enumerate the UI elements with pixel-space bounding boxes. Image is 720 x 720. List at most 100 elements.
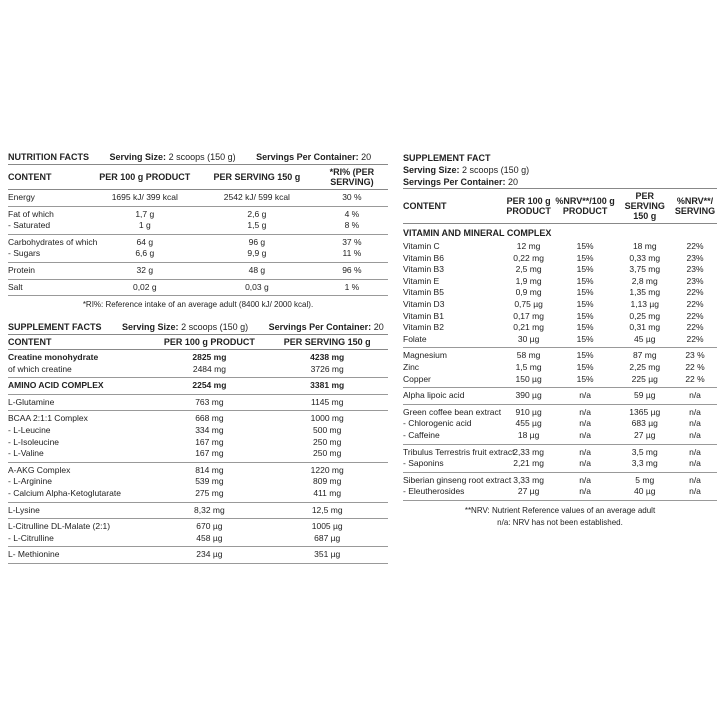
empty-cell bbox=[617, 224, 674, 240]
nutrient-name: L-Glutamine bbox=[8, 394, 153, 412]
table-header-row: CONTENT PER 100 g PRODUCT PER SERVING 150 … bbox=[8, 164, 388, 190]
nutrient-name: Vitamin E bbox=[403, 275, 440, 286]
table-row: AMINO ACID COMPLEX 2254 mg 3381 mg bbox=[8, 377, 388, 395]
column-header: CONTENT bbox=[403, 188, 504, 224]
nutrient-value: 2,25 mg bbox=[629, 361, 661, 372]
nutrient-value: n/a bbox=[553, 429, 617, 445]
column-header: %NRV**/ SERVING bbox=[673, 188, 717, 224]
nutrient-value: 2825 mg bbox=[192, 352, 227, 362]
column-header: PER SERVING 150 g bbox=[616, 188, 674, 224]
table-row: - L-Isoleucine 167 mg 250 mg bbox=[8, 437, 388, 449]
nutrient-value: 1,5 g bbox=[197, 220, 316, 235]
nutrient-value: 3,33 mg bbox=[513, 474, 544, 485]
servings-label: Servings Per Container: bbox=[268, 322, 372, 332]
nutrient-name: Alpha lipoic acid bbox=[403, 387, 504, 405]
nutrient-name: AMINO ACID COMPLEX bbox=[8, 377, 153, 395]
table-row: - Saponins 2,21 mg n/a 3,3 mg n/a bbox=[403, 458, 717, 473]
nutrient-value: 9,9 g bbox=[197, 248, 316, 263]
nutrient-value: 0,25 mg bbox=[629, 310, 661, 321]
nutrient-value: 687 µg bbox=[266, 532, 388, 548]
table-row: Magnesium 58 mg 15% 87 mg 23 % bbox=[403, 348, 717, 362]
supplement-facts-title-line: SUPPLEMENT FACTS Serving Size: 2 scoops … bbox=[8, 321, 388, 334]
nutrient-name: BCAA 2:1:1 Complex bbox=[8, 413, 88, 424]
nutrient-name: of which creatine bbox=[8, 363, 153, 379]
nutrient-name: A-AKG Complex bbox=[8, 464, 71, 475]
nutrient-name: - L-Leucine bbox=[8, 424, 51, 435]
nutrient-value: n/a bbox=[673, 458, 717, 473]
nutrient-value: 48 g bbox=[197, 262, 316, 280]
nutrient-name: - L-Arginine bbox=[8, 476, 52, 487]
servings-label: Servings Per Container: bbox=[256, 152, 359, 162]
nutrient-value: 4 % bbox=[344, 208, 360, 219]
nutrient-name: L-Citrulline DL-Malate (2:1) bbox=[8, 521, 111, 532]
nutrient-value: 2,6 g bbox=[247, 208, 267, 219]
nutrient-name: Copper bbox=[403, 373, 504, 389]
nutrient-value: 1,7 g bbox=[135, 208, 155, 219]
nutrient-name: Vitamin D3 bbox=[403, 298, 445, 309]
nutrient-value: n/a bbox=[673, 387, 717, 405]
nutrient-value: 58 mg bbox=[516, 350, 541, 361]
nutrient-value: n/a bbox=[689, 406, 701, 417]
table-row: Green coffee bean extract 910 µg n/a 1365 µ… bbox=[403, 404, 717, 418]
nutrient-name: Siberian ginseng root extract bbox=[403, 474, 512, 485]
group-heading: VITAMIN AND MINERAL COMPLEX bbox=[403, 228, 552, 238]
nutrient-name: - L-Citrulline bbox=[8, 532, 153, 548]
nutrient-value: 37 % bbox=[342, 236, 362, 247]
column-header: PER 100 g PRODUCT bbox=[91, 164, 198, 190]
nutrient-value: n/a bbox=[673, 429, 717, 445]
nutrient-value: 0,33 mg bbox=[629, 252, 661, 263]
nutrition-facts-panel: NUTRITION FACTS Serving Size: 2 scoops (… bbox=[8, 151, 388, 311]
table-header-row: CONTENT PER 100 g PRODUCT %NRV**/100 g PRO… bbox=[403, 188, 717, 224]
nutrient-value: 1220 mg bbox=[310, 464, 344, 475]
table-row: L-Lysine 8,32 mg 12,5 mg bbox=[8, 502, 388, 520]
nutrient-value: n/a bbox=[553, 486, 617, 501]
nutrient-value: 0,75 µg bbox=[514, 298, 543, 309]
nutrition-table: CONTENT PER 100 g PRODUCT PER SERVING 150 … bbox=[8, 164, 388, 297]
nutrient-value: 1 g bbox=[91, 220, 198, 235]
column-header: PER 100 g PRODUCT bbox=[503, 188, 554, 224]
nutrient-value: 814 mg bbox=[195, 464, 224, 475]
supplement-facts-table: CONTENT PER 100 g PRODUCT PER SERVING 150 … bbox=[8, 334, 388, 564]
nutrient-value: 96 g bbox=[248, 236, 266, 247]
column-header: CONTENT bbox=[8, 164, 92, 190]
nutrient-value: 23% bbox=[686, 252, 704, 263]
nutrient-name: - Sugars bbox=[8, 248, 92, 263]
nutrient-value: 1,13 µg bbox=[630, 298, 660, 309]
table-row: - Calcium Alpha-Ketoglutarate 275 mg 411 m… bbox=[8, 487, 388, 503]
nutrient-value: 15% bbox=[576, 252, 594, 263]
nutrient-name: Carbohydrates of which bbox=[8, 236, 98, 247]
table-row: - L-Valine 167 mg 250 mg bbox=[8, 448, 388, 463]
nutrient-value: n/a bbox=[579, 406, 592, 417]
column-header: PER 100 g PRODUCT bbox=[152, 334, 267, 350]
nutrient-value: 15% bbox=[576, 287, 594, 298]
nutrient-value: 30 µg bbox=[503, 333, 554, 349]
nutrient-value: 670 µg bbox=[196, 521, 223, 532]
nutrient-value: 15% bbox=[576, 264, 594, 275]
table-row: Energy 1695 kJ/ 399 kcal 2542 kJ/ 599 kcal… bbox=[8, 189, 388, 207]
nutrient-value: 1145 mg bbox=[266, 394, 388, 412]
column-header: PER SERVING 150 g bbox=[266, 334, 388, 350]
nutrient-value: 809 mg bbox=[313, 476, 342, 487]
table-row: BCAA 2:1:1 Complex 668 mg 1000 mg bbox=[8, 411, 388, 425]
nutrition-footnote: *RI%: Reference intake of an average adu… bbox=[82, 300, 314, 310]
table-row: Protein 32 g 48 g 96 % bbox=[8, 262, 388, 280]
nutrient-value: 30 % bbox=[315, 189, 388, 207]
nutrient-value: 23% bbox=[686, 275, 704, 286]
nutrient-value: 22% bbox=[686, 298, 704, 309]
nutrient-value: 18 mg bbox=[632, 241, 657, 251]
serving-size-value: 2 scoops (150 g) bbox=[181, 322, 249, 332]
nutrient-value: 2254 mg bbox=[152, 377, 267, 395]
nutrient-value: 167 mg bbox=[152, 448, 267, 463]
nutrient-value: 3381 mg bbox=[266, 377, 388, 395]
servings-value: 20 bbox=[508, 177, 519, 187]
serving-size-label: Serving Size: bbox=[403, 165, 460, 175]
nutrient-value: 96 % bbox=[315, 262, 388, 280]
nutrient-value: 0,02 g bbox=[91, 279, 198, 297]
nutrient-name: L-Lysine bbox=[8, 502, 153, 520]
table-row: of which creatine 2484 mg 3726 mg bbox=[8, 363, 388, 379]
nutrient-value: 12,5 mg bbox=[266, 502, 388, 520]
nutrient-name: - Saturated bbox=[8, 220, 92, 235]
column-header: CONTENT bbox=[8, 334, 153, 350]
nutrient-name: Vitamin B6 bbox=[403, 252, 444, 263]
nutrient-value: 27 µg bbox=[616, 429, 674, 445]
